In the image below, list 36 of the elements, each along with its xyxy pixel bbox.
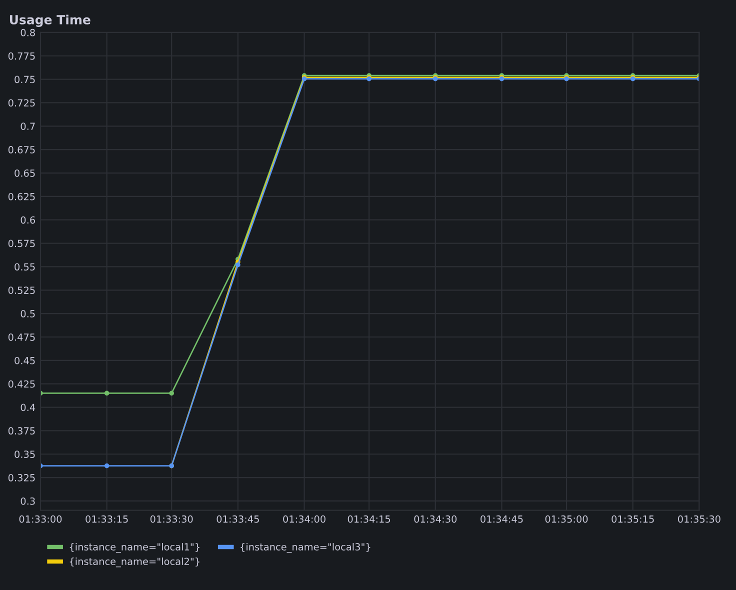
x-tick-label: 01:34:30 <box>414 515 457 523</box>
y-tick-label: 0.375 <box>8 427 35 435</box>
y-tick-label: 0.425 <box>8 380 35 388</box>
y-tick-label: 0.475 <box>8 333 35 341</box>
x-tick-label: 01:35:30 <box>678 515 720 523</box>
x-tick-label: 01:33:45 <box>216 515 259 523</box>
x-tick-label: 01:35:15 <box>612 515 654 523</box>
y-tick-label: 0.675 <box>8 146 35 154</box>
y-tick-label: 0.35 <box>14 450 35 458</box>
y-tick-label: 0.65 <box>14 169 35 177</box>
legend-label: {instance_name="local2"} <box>70 558 200 568</box>
legend-label: {instance_name="local1"} <box>70 542 200 553</box>
y-tick-label: 0.8 <box>20 28 35 36</box>
x-tick-label: 01:33:15 <box>86 515 128 523</box>
y-tick-label: 0.725 <box>8 99 35 107</box>
y-tick-label: 0.775 <box>8 52 35 60</box>
y-tick-label: 0.575 <box>8 240 35 248</box>
y-tick-label: 0.6 <box>20 216 36 224</box>
y-tick-label: 0.325 <box>8 474 35 482</box>
chart-title: Usage Time <box>10 14 90 27</box>
y-tick-label: 0.7 <box>20 122 35 130</box>
y-tick-label: 0.45 <box>14 356 35 364</box>
y-tick-label: 0.625 <box>8 192 35 200</box>
y-tick-label: 0.55 <box>14 263 35 271</box>
x-tick-label: 01:33:30 <box>150 515 193 523</box>
x-tick-label: 01:34:00 <box>283 515 326 523</box>
x-tick-label: 01:34:15 <box>348 515 390 523</box>
x-tick-label: 01:35:00 <box>545 515 588 523</box>
x-tick-label: 01:33:00 <box>19 515 62 523</box>
y-tick-label: 0.4 <box>20 404 36 412</box>
y-tick-label: 0.3 <box>20 497 35 505</box>
x-tick-label: 01:34:45 <box>480 515 523 523</box>
legend-label: {instance_name="local3"} <box>240 542 370 553</box>
y-tick-label: 0.525 <box>8 286 35 294</box>
y-tick-label: 0.5 <box>20 310 35 318</box>
y-tick-label: 0.75 <box>14 76 35 84</box>
